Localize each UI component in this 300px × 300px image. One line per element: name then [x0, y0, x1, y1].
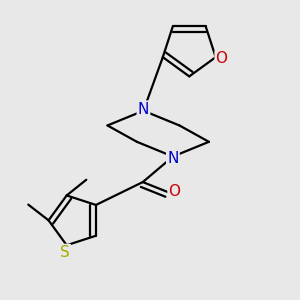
Text: O: O	[169, 184, 181, 199]
Text: N: N	[167, 151, 178, 166]
Text: O: O	[216, 51, 228, 66]
Text: N: N	[138, 102, 149, 117]
Text: S: S	[60, 245, 70, 260]
